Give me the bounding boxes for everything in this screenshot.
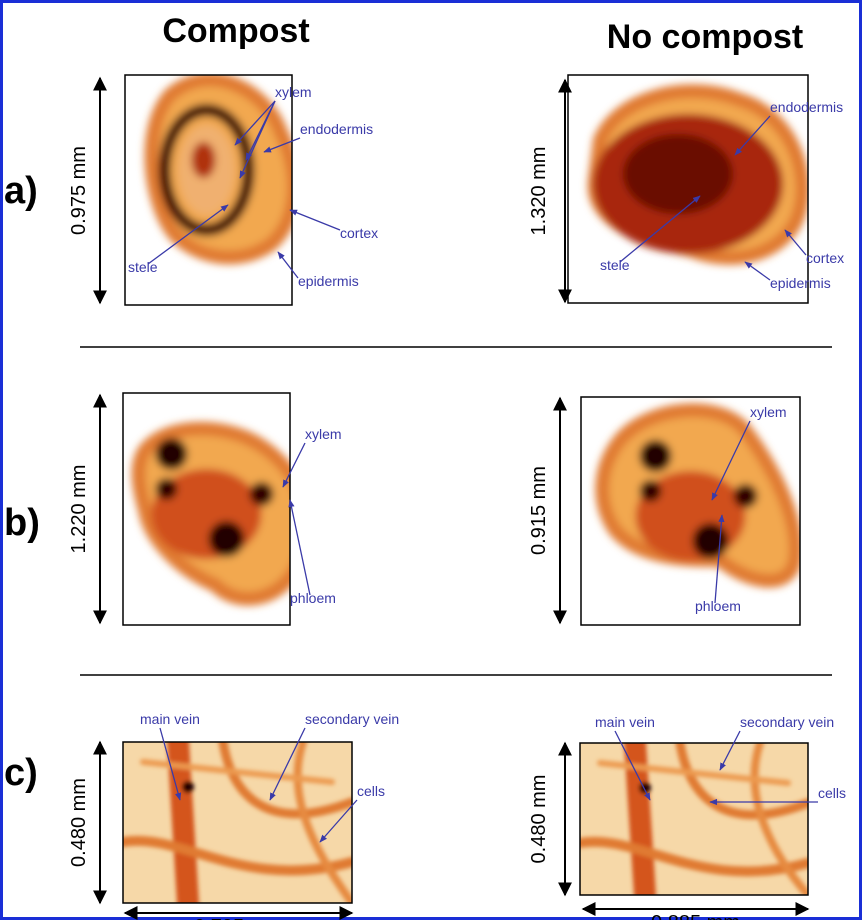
annotation: stele bbox=[128, 259, 158, 275]
vein bbox=[123, 835, 352, 876]
annotation: endodermis bbox=[300, 121, 373, 137]
vein bbox=[218, 742, 352, 819]
vein bbox=[750, 743, 808, 895]
dimension-label: 0.975 mm bbox=[68, 146, 90, 235]
dimension-label: 0.795 mm bbox=[194, 916, 283, 920]
row-label: b) bbox=[4, 502, 40, 544]
vein bbox=[140, 759, 335, 785]
annotation: cortex bbox=[340, 225, 378, 241]
background bbox=[123, 742, 352, 903]
annotation: cells bbox=[357, 783, 385, 799]
annotation-arrow bbox=[263, 137, 301, 153]
dark bbox=[155, 478, 178, 500]
vein bbox=[293, 742, 352, 903]
ring bbox=[158, 104, 255, 236]
annotation: main vein bbox=[595, 714, 655, 730]
annotation: xylem bbox=[750, 404, 787, 420]
annotation-arrow bbox=[159, 727, 182, 801]
annotation: cortex bbox=[806, 250, 844, 266]
annotation: xylem bbox=[305, 426, 342, 442]
annotation-arrow bbox=[282, 442, 306, 488]
column-title: No compost bbox=[607, 18, 803, 56]
dark bbox=[692, 523, 729, 559]
dark-spot bbox=[639, 782, 651, 794]
annotation: phloem bbox=[290, 590, 336, 606]
annotation: phloem bbox=[695, 598, 741, 614]
dark bbox=[639, 440, 672, 472]
annotation-arrow bbox=[614, 730, 651, 801]
dark-spot bbox=[182, 781, 194, 793]
tissue bbox=[131, 421, 290, 606]
dimension-label: 0.480 mm bbox=[528, 775, 550, 864]
annotation: cells bbox=[818, 785, 846, 801]
annotation-arrow bbox=[234, 100, 276, 146]
dark bbox=[733, 484, 758, 508]
dimension-label: 0.480 mm bbox=[68, 778, 90, 867]
annotation-arrow bbox=[744, 261, 771, 281]
annotation-arrow bbox=[719, 730, 741, 771]
micrograph bbox=[131, 421, 290, 606]
core-dark bbox=[623, 134, 733, 214]
annotation-arrow bbox=[784, 229, 807, 256]
micrograph bbox=[580, 743, 808, 895]
micrograph bbox=[144, 75, 292, 265]
dark bbox=[249, 482, 274, 506]
annotation-arrow bbox=[734, 115, 771, 156]
annotation: endodermis bbox=[770, 99, 843, 115]
tissue bbox=[587, 84, 808, 265]
panel-frame bbox=[122, 741, 353, 904]
panel-frame bbox=[122, 392, 291, 626]
annotation-arrow bbox=[239, 100, 276, 179]
annotation: epidermis bbox=[770, 275, 831, 291]
annotation: main vein bbox=[140, 711, 200, 727]
veins bbox=[580, 743, 808, 895]
annotation-arrow bbox=[269, 727, 306, 801]
panel-frame bbox=[124, 74, 293, 306]
tissue bbox=[595, 403, 800, 588]
dimension-label: 1.320 mm bbox=[528, 147, 550, 236]
annotation-arrow bbox=[711, 420, 751, 501]
micrograph bbox=[595, 403, 800, 588]
vein bbox=[675, 743, 808, 820]
annotation: xylem bbox=[275, 84, 312, 100]
micrograph bbox=[587, 84, 808, 265]
dimension-label: 0.915 mm bbox=[528, 466, 550, 555]
panel-frame bbox=[579, 742, 809, 896]
dimension-label: 1.220 mm bbox=[68, 465, 90, 554]
tissue bbox=[144, 75, 292, 265]
dimension-label: 0.885 mm bbox=[651, 912, 740, 920]
dark bbox=[155, 438, 188, 470]
xylem bbox=[191, 142, 216, 178]
column-title: Compost bbox=[162, 12, 309, 50]
annotation: stele bbox=[600, 257, 630, 273]
annotation-arrow bbox=[289, 209, 341, 231]
annotation: epidermis bbox=[298, 273, 359, 289]
dark bbox=[639, 480, 662, 502]
annotation-arrow bbox=[277, 251, 299, 279]
annotation-arrow bbox=[319, 799, 358, 843]
annotation-arrow bbox=[619, 195, 701, 263]
vein bbox=[597, 760, 791, 786]
row-label: c) bbox=[4, 752, 38, 794]
panel-frame bbox=[580, 396, 801, 626]
micrograph bbox=[123, 742, 352, 903]
annotation-arrow bbox=[288, 499, 311, 596]
annotation-arrow bbox=[147, 204, 229, 265]
annotation: secondary vein bbox=[305, 711, 399, 727]
dark bbox=[208, 521, 245, 557]
row-label: a) bbox=[4, 170, 38, 212]
vein bbox=[580, 836, 808, 877]
annotation-arrow bbox=[714, 514, 725, 604]
veins bbox=[123, 742, 352, 903]
annotation: secondary vein bbox=[740, 714, 834, 730]
